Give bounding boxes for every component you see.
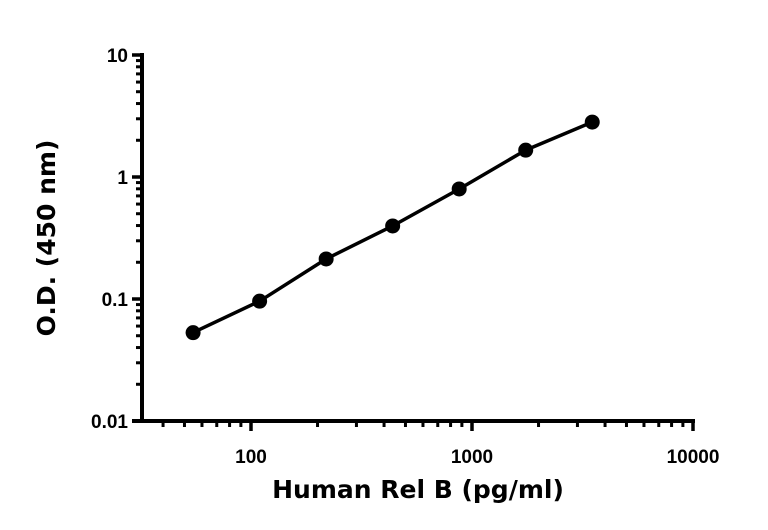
data-point-marker: [518, 142, 534, 158]
data-points: [185, 114, 600, 341]
y-tick-label: 1: [117, 168, 128, 189]
y-axis-tick-labels: 0.01 0.1 1 10: [91, 46, 128, 433]
x-axis-title: Human Rel B (pg/ml): [272, 475, 564, 504]
y-tick-label: 10: [107, 46, 128, 67]
x-tick-label: 10000: [667, 447, 720, 468]
y-tick-label: 0.01: [91, 412, 128, 433]
data-point-marker: [318, 251, 334, 267]
x-tick-label: 100: [235, 447, 267, 468]
data-point-marker: [185, 325, 201, 341]
data-point-marker: [584, 114, 600, 130]
x-axis-tick-labels: 100 1000 10000: [235, 447, 719, 468]
y-axis-title: O.D. (450 nm): [32, 140, 61, 337]
data-point-marker: [252, 293, 268, 309]
x-tick-label: 1000: [451, 447, 493, 468]
data-point-marker: [385, 218, 401, 234]
y-tick-label: 0.1: [102, 290, 129, 311]
data-point-marker: [451, 181, 467, 197]
